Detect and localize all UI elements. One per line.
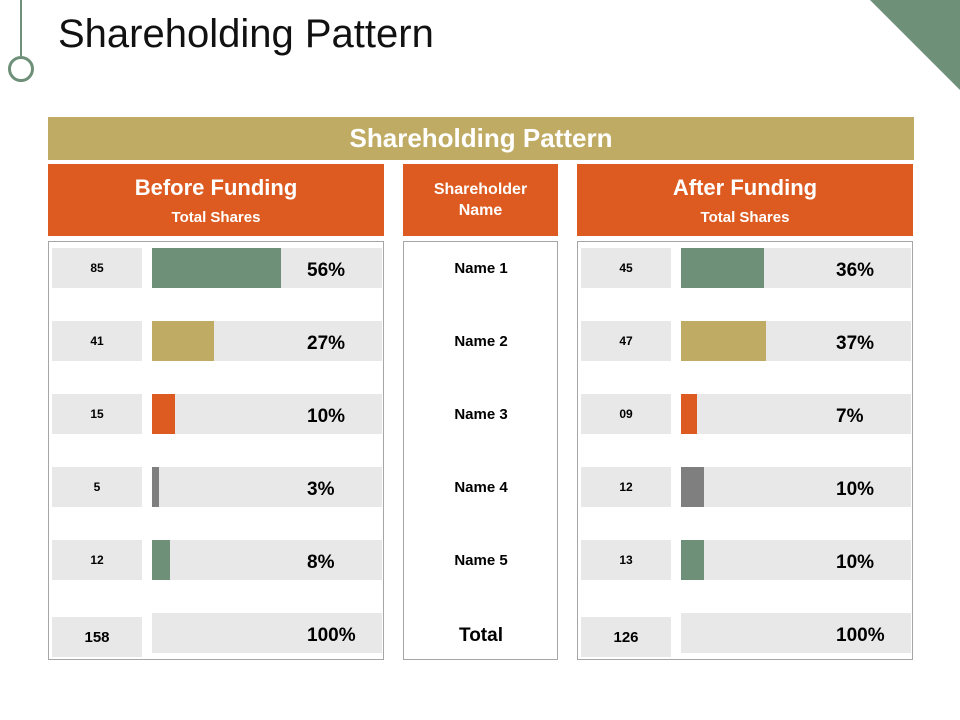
before-funding-title: Before Funding bbox=[134, 174, 298, 200]
shareholder-name: Name 2 bbox=[454, 333, 508, 350]
after-shares-value: 09 bbox=[581, 394, 671, 434]
after-percent-label: 37% bbox=[836, 333, 875, 354]
before-bar-track bbox=[152, 394, 382, 434]
total-label: Total bbox=[459, 625, 503, 646]
shareholder-name: Name 5 bbox=[454, 552, 508, 569]
after-percent-label: 10% bbox=[836, 552, 875, 573]
after-bar-track bbox=[681, 321, 911, 361]
after-shares-value: 12 bbox=[581, 467, 671, 507]
before-bar bbox=[152, 321, 215, 361]
before-shares-value: 12 bbox=[52, 540, 142, 580]
after-funding-title: After Funding bbox=[672, 174, 818, 200]
before-funding-header: Before Funding Total Shares bbox=[48, 164, 384, 236]
before-shares-value: 41 bbox=[52, 321, 142, 361]
after-shares-value: 13 bbox=[581, 540, 671, 580]
after-shares-value: 126 bbox=[581, 617, 671, 657]
before-bar bbox=[152, 467, 159, 507]
page-title: Shareholding Pattern bbox=[58, 12, 434, 56]
before-bar bbox=[152, 540, 171, 580]
after-percent-label: 100% bbox=[836, 625, 885, 646]
before-percent-label: 27% bbox=[307, 333, 346, 354]
after-shares-value: 45 bbox=[581, 248, 671, 288]
after-funding-panel: 45 36% 47 37% 09 7% 12 10% 13 10% 126 100% bbox=[577, 241, 913, 660]
shareholder-name: Name 3 bbox=[454, 406, 508, 423]
after-bar-track bbox=[681, 613, 911, 653]
before-bar bbox=[152, 248, 281, 288]
before-percent-label: 10% bbox=[307, 406, 346, 427]
before-percent-label: 3% bbox=[307, 479, 335, 500]
before-shares-value: 5 bbox=[52, 467, 142, 507]
shareholder-header-line2: Name bbox=[458, 202, 503, 219]
before-percent-label: 100% bbox=[307, 625, 356, 646]
after-bar-track bbox=[681, 394, 911, 434]
after-percent-label: 7% bbox=[836, 406, 864, 427]
shareholder-name: Name 4 bbox=[454, 479, 508, 496]
after-percent-label: 10% bbox=[836, 479, 875, 500]
shareholder-names-panel: Name 1 Name 2 Name 3 Name 4 Name 5 Total bbox=[403, 241, 558, 660]
shareholder-header-line1: Shareholder bbox=[433, 181, 528, 198]
before-shares-value: 85 bbox=[52, 248, 142, 288]
before-percent-label: 56% bbox=[307, 260, 346, 281]
before-shares-value: 158 bbox=[52, 617, 142, 657]
after-bar bbox=[681, 540, 704, 580]
before-bar-track bbox=[152, 613, 382, 653]
shareholder-name-header: Shareholder Name bbox=[403, 164, 558, 236]
after-bar bbox=[681, 248, 764, 288]
before-bar-track bbox=[152, 321, 382, 361]
before-bar-track bbox=[152, 248, 382, 288]
after-shares-value: 47 bbox=[581, 321, 671, 361]
before-shares-value: 15 bbox=[52, 394, 142, 434]
after-percent-label: 36% bbox=[836, 260, 875, 281]
before-percent-label: 8% bbox=[307, 552, 335, 573]
after-funding-header: After Funding Total Shares bbox=[577, 164, 913, 236]
after-bar bbox=[681, 321, 767, 361]
before-bar-track bbox=[152, 540, 382, 580]
before-funding-panel: 85 56% 41 27% 15 10% 5 3% 12 8% 158 100% bbox=[48, 241, 384, 660]
shareholder-name: Name 1 bbox=[454, 260, 508, 277]
table-banner: Shareholding Pattern bbox=[48, 117, 914, 160]
after-bar-track bbox=[681, 467, 911, 507]
after-bar bbox=[681, 394, 698, 434]
after-bar-track bbox=[681, 248, 911, 288]
decor-line bbox=[20, 0, 22, 56]
before-bar bbox=[152, 394, 175, 434]
after-bar-track bbox=[681, 540, 911, 580]
before-bar-track bbox=[152, 467, 382, 507]
after-funding-subtitle: Total Shares bbox=[700, 208, 790, 226]
decor-circle bbox=[8, 56, 34, 82]
after-bar bbox=[681, 467, 704, 507]
before-funding-subtitle: Total Shares bbox=[171, 208, 261, 226]
corner-decor bbox=[870, 0, 960, 90]
